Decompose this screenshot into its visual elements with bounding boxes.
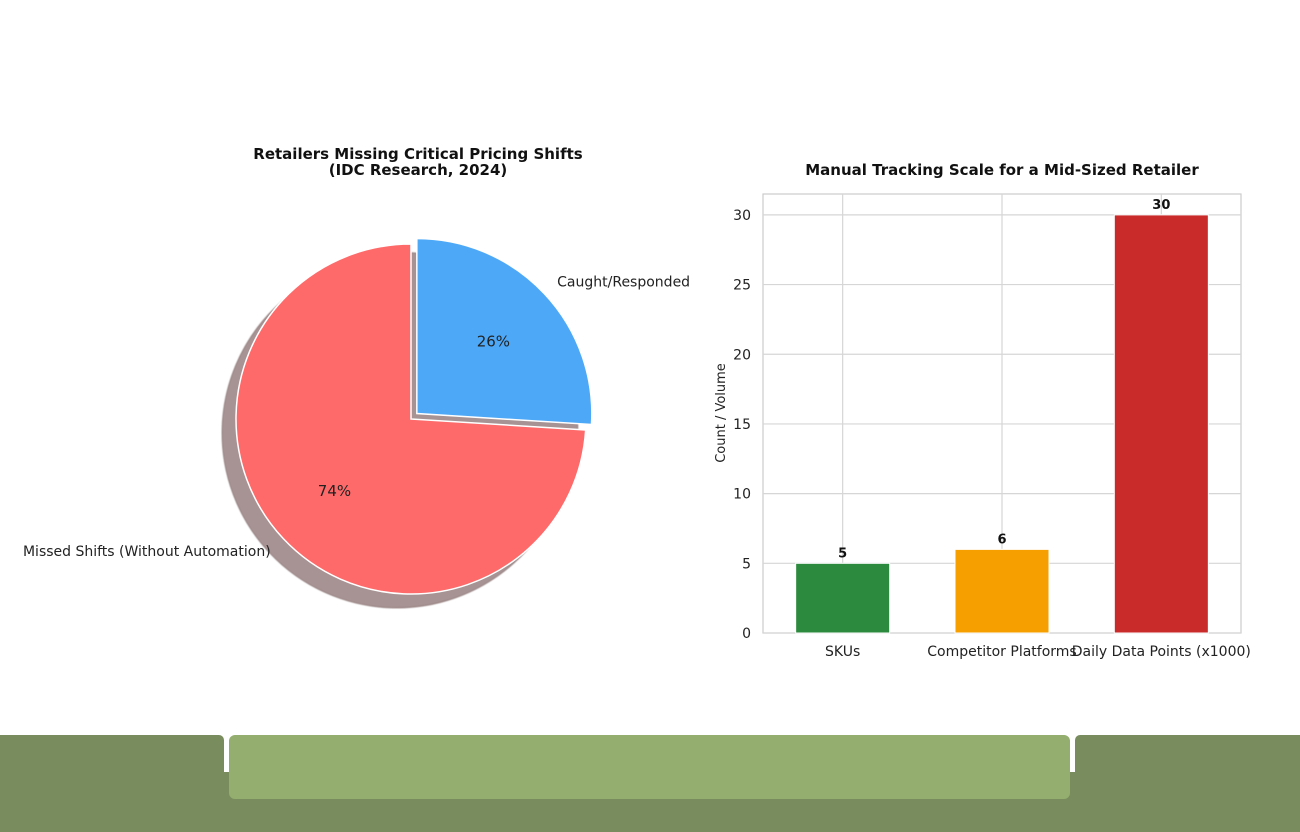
y-tick-label: 30 bbox=[733, 208, 751, 224]
x-tick-label-competitor-platforms: Competitor Platforms bbox=[927, 644, 1076, 660]
pie-slice-caught-responded bbox=[416, 237, 593, 426]
bar-value-label-skus: 5 bbox=[838, 546, 847, 561]
y-tick-label: 25 bbox=[733, 278, 751, 294]
y-tick-label: 10 bbox=[733, 487, 751, 503]
bar-chart: Manual Tracking Scale for a Mid-Sized Re… bbox=[714, 161, 1251, 660]
pie-slice-missed-shifts-without-automation bbox=[235, 243, 587, 595]
bar-skus bbox=[795, 562, 891, 634]
y-tick-label: 15 bbox=[733, 417, 751, 433]
bar-daily-data-points-x1000 bbox=[1113, 214, 1209, 634]
x-tick-label-daily-data-points-x1000: Daily Data Points (x1000) bbox=[1072, 644, 1251, 660]
bar-marks bbox=[795, 214, 1209, 634]
bar-value-labels: 5 6 30 bbox=[838, 198, 1170, 561]
y-axis-label: Count / Volume bbox=[714, 363, 729, 463]
bar-yticks: 0 5 10 15 20 25 30 bbox=[733, 208, 751, 642]
pie-pct-label-missed-shifts-without-automation: 74% bbox=[318, 482, 351, 500]
pie-label-missed-shifts-without-automation: Missed Shifts (Without Automation) bbox=[23, 544, 271, 560]
bar-competitor-platforms bbox=[954, 548, 1050, 634]
pie-labels: 26% Caught/Responded 74% Missed Shifts (Wit… bbox=[23, 275, 690, 560]
footer-left-block bbox=[0, 735, 224, 832]
footer-pill bbox=[229, 735, 1070, 799]
y-tick-label: 20 bbox=[733, 347, 751, 363]
pie-subtitle: (IDC Research, 2024) bbox=[329, 161, 508, 179]
pie-chart: Retailers Missing Critical Pricing Shift… bbox=[23, 145, 690, 609]
pie-label-caught-responded: Caught/Responded bbox=[557, 275, 690, 291]
footer-right-block bbox=[1075, 735, 1300, 832]
y-tick-label: 0 bbox=[742, 626, 751, 642]
figure-canvas: Retailers Missing Critical Pricing Shift… bbox=[23, 145, 1251, 660]
bar-value-label-competitor-platforms: 6 bbox=[997, 532, 1006, 547]
pie-slices bbox=[235, 237, 593, 595]
pie-pct-label-caught-responded: 26% bbox=[477, 333, 510, 351]
pie-title: Retailers Missing Critical Pricing Shift… bbox=[253, 145, 582, 163]
bar-title: Manual Tracking Scale for a Mid-Sized Re… bbox=[805, 161, 1199, 179]
bar-value-label-daily-data-points-x1000: 30 bbox=[1152, 198, 1170, 213]
y-tick-label: 5 bbox=[742, 556, 751, 572]
x-tick-label-skus: SKUs bbox=[825, 644, 860, 660]
